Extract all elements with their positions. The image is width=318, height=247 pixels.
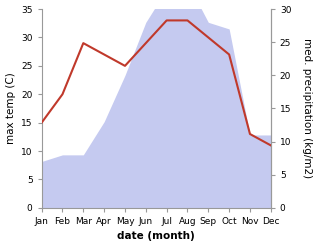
Y-axis label: max temp (C): max temp (C)	[5, 73, 16, 144]
Y-axis label: med. precipitation (kg/m2): med. precipitation (kg/m2)	[302, 38, 313, 179]
X-axis label: date (month): date (month)	[117, 231, 195, 242]
